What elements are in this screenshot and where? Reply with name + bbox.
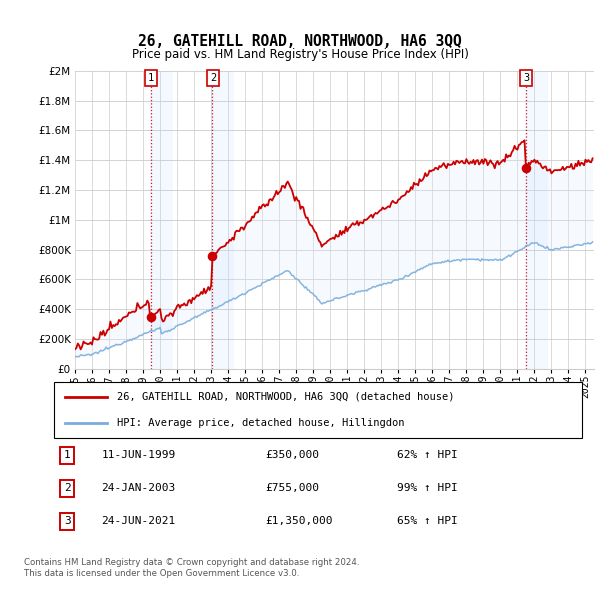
Text: 11-JUN-1999: 11-JUN-1999 bbox=[101, 450, 176, 460]
Bar bbox=[211, 71, 235, 369]
Text: 26, GATEHILL ROAD, NORTHWOOD, HA6 3QQ (detached house): 26, GATEHILL ROAD, NORTHWOOD, HA6 3QQ (d… bbox=[118, 392, 455, 402]
Text: 24-JUN-2021: 24-JUN-2021 bbox=[101, 516, 176, 526]
Text: 26, GATEHILL ROAD, NORTHWOOD, HA6 3QQ: 26, GATEHILL ROAD, NORTHWOOD, HA6 3QQ bbox=[138, 34, 462, 49]
Text: 1: 1 bbox=[64, 450, 71, 460]
Text: 99% ↑ HPI: 99% ↑ HPI bbox=[397, 483, 458, 493]
FancyBboxPatch shape bbox=[54, 382, 582, 438]
Text: £755,000: £755,000 bbox=[265, 483, 319, 493]
Text: 2: 2 bbox=[64, 483, 71, 493]
Text: 1: 1 bbox=[148, 73, 154, 83]
Text: HPI: Average price, detached house, Hillingdon: HPI: Average price, detached house, Hill… bbox=[118, 418, 405, 428]
Point bbox=[208, 251, 217, 261]
Text: 65% ↑ HPI: 65% ↑ HPI bbox=[397, 516, 458, 526]
Text: Price paid vs. HM Land Registry's House Price Index (HPI): Price paid vs. HM Land Registry's House … bbox=[131, 48, 469, 61]
Bar bbox=[525, 71, 548, 369]
Bar bbox=[150, 71, 173, 369]
Text: 2: 2 bbox=[210, 73, 216, 83]
Point bbox=[146, 312, 155, 322]
Text: 3: 3 bbox=[523, 73, 529, 83]
Text: £350,000: £350,000 bbox=[265, 450, 319, 460]
Text: 62% ↑ HPI: 62% ↑ HPI bbox=[397, 450, 458, 460]
Text: £1,350,000: £1,350,000 bbox=[265, 516, 333, 526]
Text: This data is licensed under the Open Government Licence v3.0.: This data is licensed under the Open Gov… bbox=[24, 569, 299, 578]
Text: 24-JAN-2003: 24-JAN-2003 bbox=[101, 483, 176, 493]
Point bbox=[521, 163, 530, 172]
Text: Contains HM Land Registry data © Crown copyright and database right 2024.: Contains HM Land Registry data © Crown c… bbox=[24, 558, 359, 566]
Text: 3: 3 bbox=[64, 516, 71, 526]
